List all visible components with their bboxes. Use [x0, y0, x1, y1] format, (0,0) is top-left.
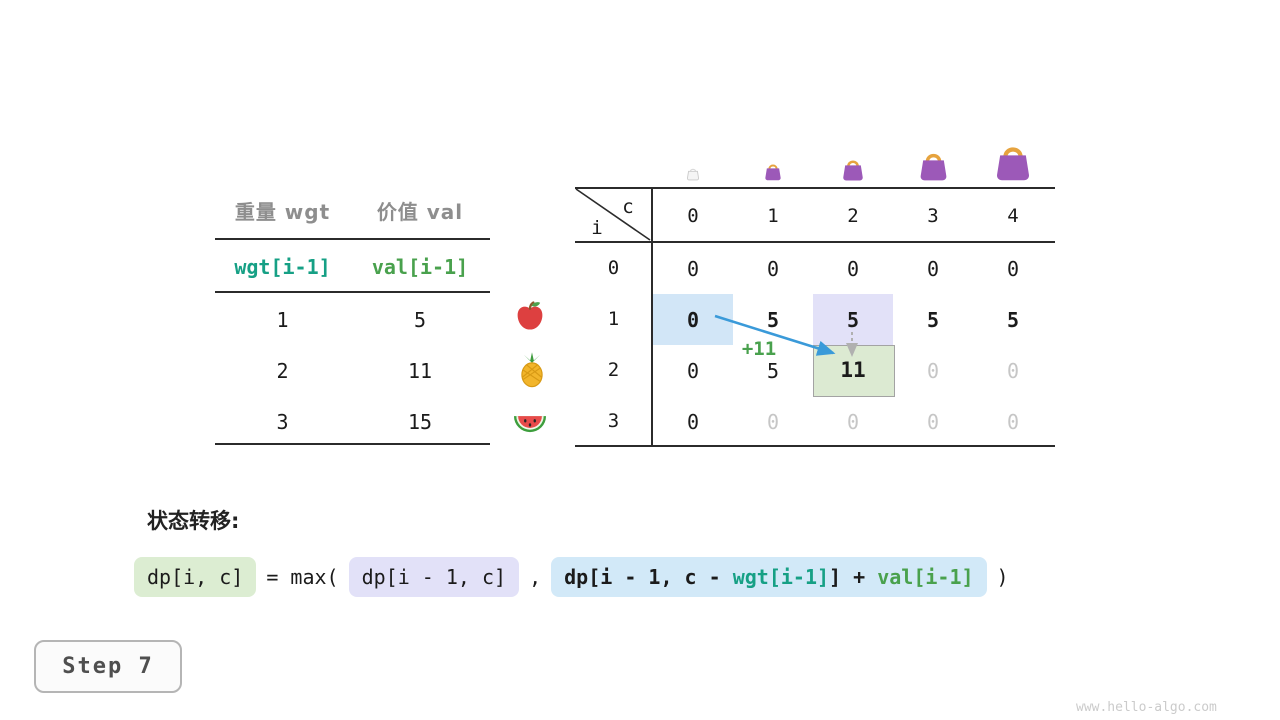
dp-cell-1-3: 5 — [926, 307, 940, 332]
formula-term2-prefix: dp[i - 1, c - — [564, 565, 733, 589]
formula-eq-max: = max( — [266, 565, 339, 589]
bag-xlarge-icon — [990, 140, 1036, 182]
items-row1-wgt: 1 — [276, 307, 289, 332]
dp-cell-1-4: 5 — [1006, 307, 1020, 332]
bag-large-icon — [915, 148, 952, 182]
dp-row-label-0: 0 — [607, 257, 620, 279]
dp-col-header-0: 0 — [687, 204, 699, 227]
items-row2-wgt: 2 — [276, 358, 289, 383]
items-col-header-wgt: 重量 wgt — [234, 200, 331, 224]
formula-term2-wgt: wgt[i-1] — [732, 565, 830, 589]
transition-gain-label: +11 — [741, 338, 777, 360]
formula-term2-mid: ] + — [829, 565, 878, 589]
watermelon-icon — [511, 403, 549, 441]
bag-medium-icon — [839, 156, 867, 182]
items-val-formula-label: val[i-1] — [371, 255, 469, 279]
dp-row-label-3: 3 — [607, 410, 620, 432]
dp-cell-1-2: 5 — [846, 307, 860, 332]
apple-icon — [512, 298, 548, 334]
bag-empty-icon — [685, 166, 701, 181]
dp-cell-2-0: 0 — [686, 358, 700, 383]
formula-term2-val: val[i-1] — [877, 565, 974, 589]
dp-cell-3-0: 0 — [686, 409, 700, 434]
items-row3-val: 15 — [407, 409, 433, 434]
dp-cell-2-1: 5 — [766, 358, 780, 383]
items-row1-val: 5 — [413, 307, 427, 332]
dp-cell-3-4: 0 — [1006, 409, 1020, 434]
dp-corner-row-var: i — [591, 216, 603, 239]
dp-cell-1-0: 0 — [686, 307, 700, 332]
formula-lhs: dp[i, c] — [134, 557, 257, 597]
formula-close-paren: ) — [996, 565, 1009, 589]
items-table-line-mid — [215, 291, 490, 293]
dp-cell-3-3: 0 — [926, 409, 940, 434]
dp-cell-2-2: 11 — [840, 358, 866, 382]
dp-col-header-4: 4 — [1007, 204, 1019, 227]
dp-cell-0-0: 0 — [686, 256, 700, 281]
dp-row-label-1: 1 — [607, 308, 620, 330]
dp-cell-0-2: 0 — [846, 256, 860, 281]
transition-heading: 状态转移: — [147, 509, 240, 533]
formula-comma: , — [529, 565, 542, 589]
formula-term2: dp[i - 1, c - wgt[i-1]] + val[i-1] — [551, 557, 987, 597]
transition-formula: dp[i, c] = max( dp[i - 1, c] , dp[i - 1,… — [134, 557, 1009, 597]
dp-cell-0-3: 0 — [926, 256, 940, 281]
dp-cell-0-1: 0 — [766, 256, 780, 281]
dp-cell-0-4: 0 — [1006, 256, 1020, 281]
dp-cell-3-1: 0 — [766, 409, 780, 434]
items-wgt-formula-label: wgt[i-1] — [234, 255, 331, 279]
dp-col-header-2: 2 — [847, 204, 859, 227]
dp-table-line-bottom — [575, 445, 1055, 447]
dp-table-line-vertical — [651, 187, 653, 447]
dp-cell-2-3: 0 — [926, 358, 940, 383]
step-badge[interactable]: Step 7 — [34, 640, 182, 693]
items-table-line-bottom — [215, 443, 490, 445]
bag-small-icon — [762, 161, 784, 181]
items-table-line-top — [215, 238, 490, 240]
formula-term1: dp[i - 1, c] — [348, 557, 520, 597]
dp-cell-2-4: 0 — [1006, 358, 1020, 383]
dp-table-line-top — [575, 187, 1055, 189]
pineapple-icon — [513, 351, 551, 389]
items-row2-val: 11 — [407, 358, 433, 383]
watermark: www.hello-algo.com — [1076, 700, 1217, 715]
items-row3-wgt: 3 — [276, 409, 289, 434]
dp-col-header-3: 3 — [927, 204, 939, 227]
dp-table-line-header — [575, 241, 1055, 243]
dp-corner-col-var: c — [622, 195, 634, 218]
items-col-header-val: 价值 val — [376, 200, 464, 224]
dp-row-label-2: 2 — [607, 359, 620, 381]
dp-col-header-1: 1 — [767, 204, 779, 227]
dp-cell-3-2: 0 — [846, 409, 860, 434]
